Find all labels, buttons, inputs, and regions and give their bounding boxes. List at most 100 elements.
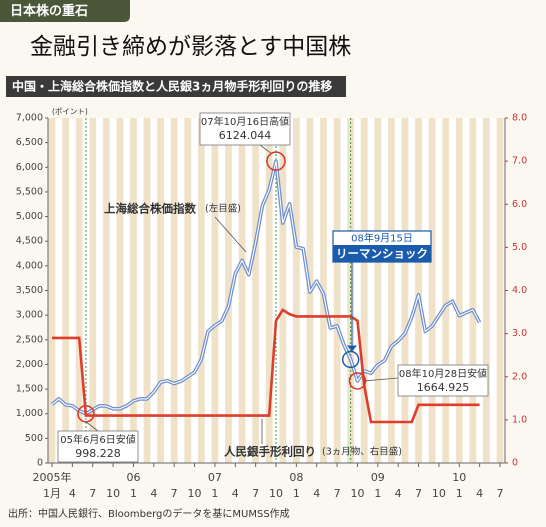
annotation-value: 998.228 [75, 447, 121, 460]
x-tick-label: 7 [89, 487, 96, 500]
arrow-head [347, 345, 357, 352]
y2-tick-label: 0 [512, 458, 518, 469]
y-tick-label: 2,000 [16, 359, 43, 370]
stripe [401, 118, 409, 463]
x-tick-label: 10 [432, 487, 446, 500]
stripe [279, 118, 287, 463]
stripe [428, 118, 436, 463]
y-tick-label: 6,000 [16, 162, 43, 173]
x-tick-label: 1月 [43, 487, 61, 500]
x-tick-label: 4 [313, 487, 320, 500]
stripe [184, 118, 192, 463]
x-tick-label: 10 [106, 487, 120, 500]
leader [214, 216, 247, 253]
x-tick-label: 4 [232, 487, 239, 500]
y-tick-label: 2,500 [16, 334, 43, 345]
stripe [211, 118, 219, 463]
series-label: 上海総合株価指数 [104, 202, 196, 216]
x-tick-label: 4 [150, 487, 157, 500]
y2-tick-label: 6.0 [512, 199, 527, 210]
y-tick-label: 6,500 [16, 137, 43, 148]
year-label: 10 [452, 471, 466, 484]
stripe [496, 118, 504, 463]
year-label: 2005年 [33, 470, 72, 484]
annotation-box [199, 112, 291, 146]
y-tick-label: 7,000 [16, 113, 43, 124]
stripe [225, 118, 232, 463]
x-tick-label: 7 [171, 487, 178, 500]
y2-tick-label: 4.0 [512, 285, 527, 296]
tag: 日本株の重石 [10, 3, 88, 19]
y2-tick-label: 2.0 [512, 371, 527, 382]
x-tick-label: 1 [456, 487, 463, 500]
x-tick-label: 4 [69, 487, 76, 500]
lehman-label: リーマンショック [336, 247, 428, 261]
year-label: 09 [371, 471, 385, 484]
y-tick-label: 4,500 [16, 236, 43, 247]
stripe [442, 118, 450, 463]
stripe [455, 118, 463, 463]
y-tick-label: 5,500 [16, 186, 43, 197]
x-tick-label: 1 [293, 487, 300, 500]
stripe [75, 118, 83, 463]
stripe [102, 118, 110, 463]
highlight-circle [341, 350, 360, 369]
x-tick-label: 7 [334, 487, 341, 500]
annotation-value: 6124.044 [219, 129, 272, 142]
x-tick-label: 1 [374, 487, 381, 500]
stripe [388, 118, 395, 463]
stripe [360, 118, 368, 463]
stripe [116, 118, 124, 463]
stripe [197, 118, 205, 463]
stripe [333, 118, 341, 463]
y2-tick-label: 7.0 [512, 156, 527, 167]
y-tick-label: 3,500 [16, 285, 43, 296]
x-tick-label: 10 [188, 487, 202, 500]
series-note: (3ヵ月物、右目盛) [322, 446, 402, 458]
subtitle-bg [6, 76, 346, 97]
lehman-box-fill [333, 245, 431, 262]
annotation-box [57, 430, 139, 463]
x-tick-label: 7 [415, 487, 422, 500]
series-label: 人民銀手形利回り [224, 445, 316, 459]
y-tick-label: 4,000 [16, 260, 43, 271]
y2-tick-label: 5.0 [512, 242, 527, 253]
stripe [292, 118, 300, 463]
x-tick-label: 4 [395, 487, 402, 500]
y-tick-label: 500 [25, 433, 43, 444]
source: 出所：中国人民銀行、Bloombergのデータを基にMUMSS作成 [8, 507, 290, 520]
y-tick-label: 1,500 [16, 384, 43, 395]
y-tick-label: 1,000 [16, 408, 43, 419]
series-line-inner [51, 160, 481, 415]
series-note: (左目盛) [205, 203, 241, 215]
stripe [48, 118, 56, 463]
subtitle: 中国・上海総合株価指数と人民銀3ヵ月物手形利回りの推移 [12, 79, 332, 94]
year-label: 08 [289, 471, 303, 484]
stripe [252, 118, 260, 463]
leader [85, 421, 99, 432]
stripe [483, 118, 490, 463]
x-tick-label: 7 [497, 487, 504, 500]
plot [47, 118, 506, 464]
stripe [157, 118, 164, 463]
stripe [265, 118, 273, 463]
y-unit: (ポイント) [52, 107, 88, 116]
chart-title: 金融引き締めが影落とす中国株 [30, 34, 351, 60]
y-tick-label: 0 [37, 458, 43, 469]
stripe [238, 118, 246, 463]
stripe [89, 118, 97, 463]
x-tick-label: 10 [350, 487, 364, 500]
x-tick-label: 4 [476, 487, 483, 500]
y-tick-label: 5,000 [16, 211, 43, 222]
x-tick-label: 1 [130, 487, 137, 500]
tag-bg [0, 0, 130, 22]
stripe [469, 118, 477, 463]
series-line [52, 308, 480, 424]
x-tick-label: 7 [252, 487, 259, 500]
stripe [130, 118, 137, 463]
y-tick-label: 3,000 [16, 310, 43, 321]
stripe [170, 118, 178, 463]
stripe [374, 118, 382, 463]
stripe [143, 118, 151, 463]
